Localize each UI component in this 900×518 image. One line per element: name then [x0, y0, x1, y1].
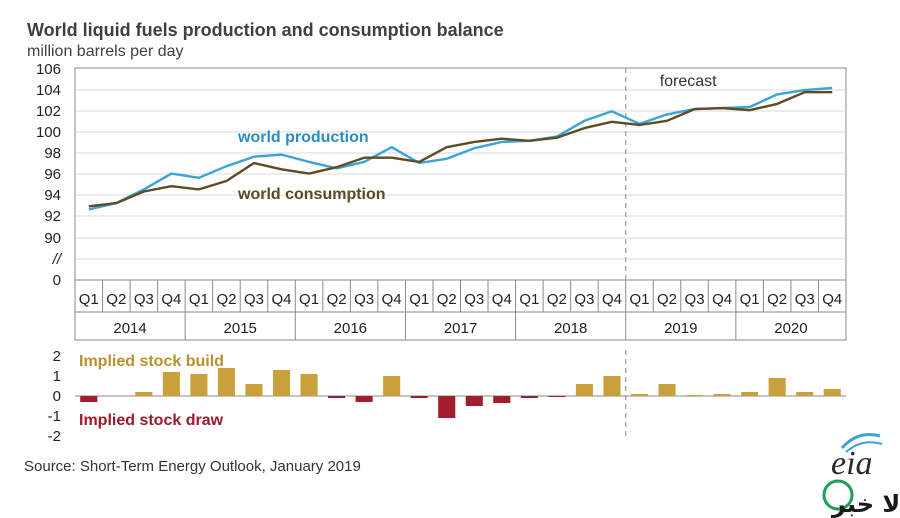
bar-y-tick-label: 2: [53, 348, 61, 365]
stock-draw-bar: [355, 396, 373, 402]
stock-build-bar: [245, 384, 263, 396]
quarter-label: Q1: [519, 291, 539, 308]
year-label: 2019: [664, 320, 697, 337]
stock-build-bar: [575, 384, 593, 396]
year-label: 2015: [224, 320, 257, 337]
quarter-label: Q3: [134, 291, 154, 308]
quarter-label: Q2: [657, 291, 677, 308]
svg-text:eia: eia: [831, 445, 873, 482]
year-label: 2020: [774, 320, 807, 337]
quarter-label: Q1: [409, 291, 429, 308]
draw-annotation: Implied stock draw: [79, 412, 224, 429]
stock-build-bar: [190, 374, 208, 396]
quarter-label: Q2: [106, 291, 126, 308]
bar-y-tick-label: -2: [48, 428, 61, 445]
stock-draw-bar: [438, 396, 456, 418]
stock-build-bar: [162, 372, 180, 396]
stock-build-bar: [796, 392, 814, 396]
y-tick-label: 106: [36, 61, 61, 78]
quarter-label: Q1: [189, 291, 209, 308]
chart-title: World liquid fuels production and consum…: [27, 20, 504, 40]
stock-build-bar: [823, 389, 841, 396]
quarter-label: Q1: [629, 291, 649, 308]
quarter-label: Q4: [492, 291, 512, 308]
quarter-label: Q2: [547, 291, 567, 308]
stock-draw-bar: [548, 396, 566, 397]
stock-draw-bar: [520, 396, 538, 398]
stock-draw-bar: [465, 396, 483, 406]
y-tick-label: //: [52, 251, 63, 268]
quarter-label: Q4: [712, 291, 732, 308]
production-series-label: world production: [237, 129, 369, 146]
quarter-label: Q3: [354, 291, 374, 308]
eia-logo: eia: [831, 433, 883, 482]
quarter-label: Q1: [740, 291, 760, 308]
stock-build-bar: [383, 376, 401, 396]
quarter-label: Q4: [272, 291, 292, 308]
stock-build-bar: [603, 376, 621, 396]
quarter-label: Q3: [464, 291, 484, 308]
quarter-label: Q2: [437, 291, 457, 308]
quarter-label: Q4: [822, 291, 842, 308]
y-tick-label: 92: [44, 208, 61, 225]
stock-build-bar: [741, 392, 759, 396]
stock-build-bar: [300, 374, 318, 396]
stock-draw-bar: [80, 396, 98, 402]
quarter-label: Q4: [161, 291, 181, 308]
y-tick-label: 104: [36, 82, 61, 99]
consumption-series-label: world consumption: [237, 186, 386, 203]
quarter-label: Q2: [216, 291, 236, 308]
stock-build-bar: [713, 394, 731, 396]
svg-text:کالا خبر: کالا خبر: [831, 490, 900, 518]
year-label: 2014: [113, 320, 146, 337]
consumption-line: [88, 90, 833, 208]
stock-build-bar: [135, 392, 153, 396]
production-line: [88, 86, 833, 211]
stock-build-bar: [768, 378, 786, 396]
year-label: 2017: [444, 320, 477, 337]
quarter-label: Q3: [795, 291, 815, 308]
forecast-label: forecast: [660, 73, 717, 90]
build-annotation: Implied stock build: [79, 353, 224, 370]
y-tick-label: 102: [36, 103, 61, 120]
y-tick-label: 100: [36, 124, 61, 141]
quarter-label: Q4: [602, 291, 622, 308]
stock-draw-bar: [328, 396, 346, 398]
stock-draw-bar: [410, 396, 428, 398]
quarter-label: Q1: [79, 291, 99, 308]
quarter-label: Q2: [767, 291, 787, 308]
quarter-label: Q1: [299, 291, 319, 308]
bar-y-tick-label: -1: [48, 408, 61, 425]
stock-build-bar: [217, 368, 235, 396]
top-frame: [74, 67, 847, 341]
y-tick-label: 98: [44, 145, 61, 162]
y-tick-label: 0: [53, 272, 61, 289]
y-tick-label: 96: [44, 166, 61, 183]
y-tick-label: 94: [44, 187, 61, 204]
stock-build-bar: [686, 395, 704, 396]
quarter-label: Q3: [244, 291, 264, 308]
watermark-logo: کالا خبر: [822, 479, 900, 518]
quarter-label: Q2: [327, 291, 347, 308]
year-label: 2018: [554, 320, 587, 337]
stock-build-bar: [272, 370, 291, 396]
source-note: Source: Short-Term Energy Outlook, Janua…: [24, 458, 361, 475]
bar-y-tick-label: 0: [53, 388, 61, 405]
quarter-label: Q4: [382, 291, 402, 308]
top-panel: 106 104 102 100 98 96 94 92 90 // 0 Q1 Q2 Q3 Q4 Q1 Q2 Q3 Q…: [36, 61, 847, 341]
quarter-label: Q3: [685, 291, 705, 308]
stock-build-bar: [658, 384, 676, 396]
year-label: 2016: [334, 320, 367, 337]
bottom-panel: 2 1 0 -1 -2 Implied stock build Implied stock …: [48, 348, 846, 445]
quarter-label: Q3: [574, 291, 594, 308]
y-tick-label: 90: [44, 230, 61, 247]
stock-build-bar: [630, 394, 649, 396]
bar-y-tick-label: 1: [53, 368, 61, 385]
chart-subtitle: million barrels per day: [27, 43, 184, 60]
stock-draw-bar: [493, 396, 511, 403]
